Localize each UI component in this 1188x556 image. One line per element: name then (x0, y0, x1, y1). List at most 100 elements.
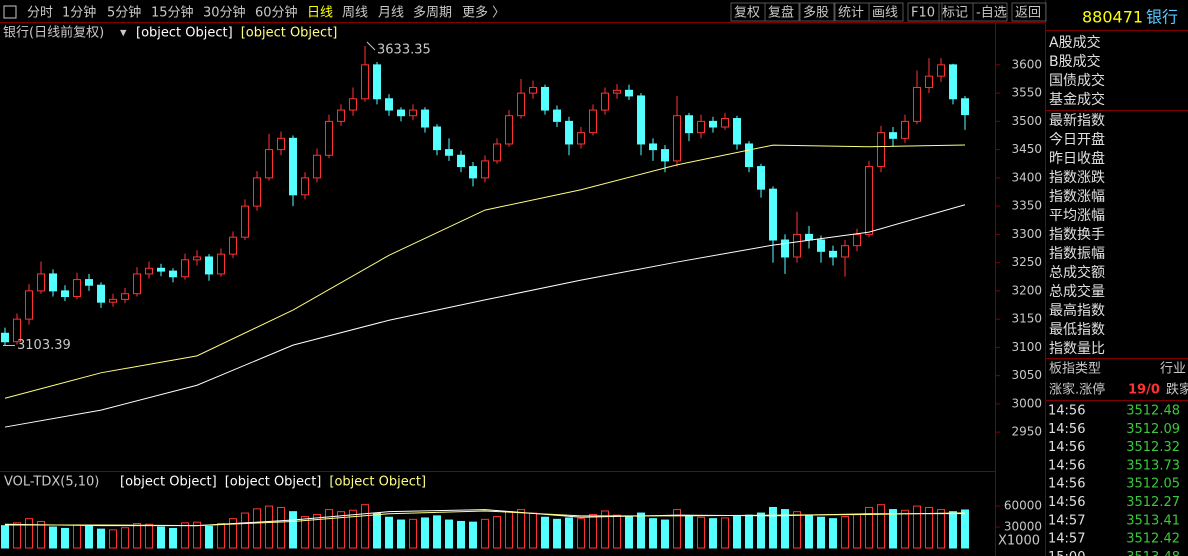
volume-bar (601, 510, 609, 549)
period-tab[interactable]: 60分钟 (255, 5, 298, 21)
volume-ma-line (5, 510, 966, 527)
candle-body (589, 109, 597, 134)
candle-body (37, 273, 45, 292)
toolbar-button-frame[interactable] (764, 2, 800, 22)
volume-bar (541, 516, 549, 549)
tick-price: 3512.05 (1126, 477, 1180, 492)
toolbar-button[interactable]: 画线 (872, 6, 898, 21)
toolbar-button[interactable]: 多股 (803, 5, 829, 21)
fund-label: 基金成交 (1049, 91, 1105, 108)
volume-bar (781, 509, 789, 549)
volume-bar (733, 516, 741, 549)
volume-bar (877, 504, 885, 549)
candle-body (445, 149, 453, 156)
toolbar-button[interactable]: 统计 (838, 6, 864, 21)
toolbar-button-frame[interactable] (972, 2, 1008, 22)
volume-bar (373, 512, 381, 549)
period-tab[interactable]: 30分钟 (203, 5, 246, 21)
toolbar-button-frame[interactable] (799, 2, 835, 22)
volume-bar (853, 513, 861, 549)
candle-body (433, 126, 441, 151)
candle-body (673, 115, 681, 162)
candle-body (61, 290, 69, 298)
legend-entry: [object Object] (136, 26, 233, 41)
volume-bar (793, 511, 801, 549)
candle-body (361, 64, 369, 100)
candle-body (265, 149, 273, 179)
volume-bar (637, 512, 645, 549)
candle-body (865, 166, 873, 235)
toolbar-button[interactable]: -自选 (976, 6, 1007, 21)
candle-body (649, 143, 657, 151)
volume-bar (169, 527, 177, 549)
candle-body (313, 154, 321, 179)
candle-body (1, 332, 9, 343)
period-tab[interactable]: 多周期 (413, 5, 452, 21)
period-tab[interactable]: 分时 (27, 6, 53, 21)
toolbar-button-frame[interactable] (1011, 2, 1047, 22)
candle-body (529, 86, 537, 94)
candle-body (241, 205, 249, 238)
volume-bar (37, 520, 45, 549)
volume-bar (937, 509, 945, 549)
volume-bar (865, 506, 873, 549)
volume-bar (949, 511, 957, 549)
volume-bar (133, 523, 141, 549)
toolbar-button-frame[interactable] (868, 2, 904, 22)
volume-bar (253, 508, 261, 549)
volume-bar (649, 518, 657, 549)
candle-body (397, 109, 405, 117)
ma-line (4, 144, 966, 399)
type-value: 行业 (1160, 362, 1186, 377)
toolbar-button-frame[interactable] (907, 2, 943, 22)
volume-bar (85, 525, 93, 549)
period-tab[interactable]: 5分钟 (107, 5, 141, 21)
y-tick-label: 3050 (1011, 368, 1042, 382)
candle-body (13, 318, 21, 343)
chart-title: 银行(日线前复权) (3, 25, 104, 41)
candle-body (661, 149, 669, 162)
tick-time: 15:00 (1048, 550, 1085, 556)
candle-body (925, 75, 933, 88)
volume-bar (13, 522, 21, 549)
candle-body (193, 256, 201, 261)
candle-body (877, 132, 885, 168)
volume-bar (697, 516, 705, 549)
candle-body (805, 233, 813, 241)
candle-body (709, 120, 717, 128)
fund-label: 国债成交 (1049, 72, 1105, 89)
period-tab[interactable]: 月线 (378, 6, 404, 21)
y-tick-label: 60000 (1004, 499, 1042, 513)
volume-bar (445, 519, 453, 549)
period-tab[interactable]: 日线 (307, 6, 333, 21)
volume-bar (229, 518, 237, 549)
candle-body (85, 279, 93, 286)
candle-body (145, 267, 153, 275)
toolbar-button[interactable]: 标记 (942, 6, 968, 21)
volume-bar (685, 515, 693, 549)
menu-icon[interactable] (3, 5, 17, 19)
period-tab[interactable]: 1分钟 (62, 5, 96, 21)
volume-bar (385, 516, 393, 549)
volume-bar (577, 518, 585, 549)
candle-body (121, 293, 129, 300)
period-tab[interactable]: 15分钟 (151, 5, 194, 21)
candle-body (613, 89, 621, 94)
period-tab[interactable]: 更多 〉 (462, 5, 505, 21)
toolbar-button[interactable]: 复权 (734, 5, 760, 21)
toolbar-button[interactable]: 复盘 (768, 5, 794, 21)
candle-body (229, 236, 237, 255)
tick-time: 14:56 (1048, 477, 1085, 492)
toolbar-button[interactable]: F10 (911, 6, 935, 21)
fall-label: 跌家 (1166, 382, 1188, 398)
volume-bar (313, 513, 321, 549)
toolbar-button[interactable]: 返回 (1015, 6, 1041, 21)
candle-body (841, 245, 849, 258)
candle-body (697, 120, 705, 134)
volume-bar (925, 506, 933, 549)
period-tab[interactable]: 周线 (342, 6, 368, 21)
volume-bar (277, 506, 285, 549)
candle-body (133, 273, 141, 295)
candle-body (685, 115, 693, 134)
